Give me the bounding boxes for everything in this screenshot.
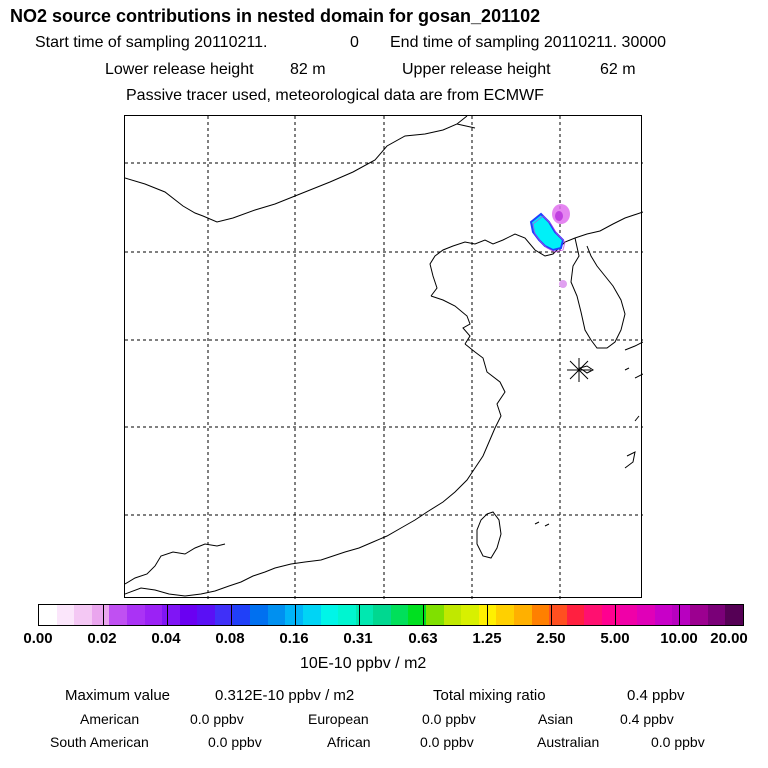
colorbar-segment-13 <box>267 605 286 625</box>
colorbar-segment-5 <box>126 605 145 625</box>
colorbar-tick-8 <box>551 605 552 625</box>
start-time-label: Start time of sampling 20110211. <box>35 34 268 51</box>
colorbar-label-11: 20.00 <box>710 630 748 647</box>
colorbar-segment-39 <box>725 605 743 625</box>
colorbar-segment-1 <box>56 605 75 625</box>
colorbar-segment-34 <box>637 605 655 625</box>
region-name-australian: Australian <box>537 734 600 750</box>
colorbar-segment-30 <box>566 605 585 625</box>
region-value-south-american: 0.0 ppbv <box>208 734 262 750</box>
colorbar-segment-38 <box>707 605 726 625</box>
colorbar-tick-2 <box>167 605 168 625</box>
colorbar-segment-7 <box>162 605 180 625</box>
upper-release-value: 62 m <box>600 61 636 78</box>
colorbar-label-7: 1.25 <box>472 630 502 647</box>
colorbar <box>38 604 744 626</box>
colorbar-segment-27 <box>514 605 532 625</box>
colorbar-label-2: 0.04 <box>151 630 181 647</box>
plot-title: NO2 source contributions in nested domai… <box>10 6 541 26</box>
lower-release-label: Lower release height <box>105 61 254 78</box>
colorbar-segment-4 <box>109 605 127 625</box>
receptor-marker <box>567 358 591 382</box>
map-panel <box>124 115 643 599</box>
colorbar-segment-2 <box>74 605 92 625</box>
colorbar-segment-24 <box>461 605 479 625</box>
region-value-australian: 0.0 ppbv <box>651 734 705 750</box>
region-name-south-american: South American <box>50 734 149 750</box>
colorbar-segment-29 <box>549 605 567 625</box>
total-mixing-label: Total mixing ratio <box>433 687 546 704</box>
region-name-european: European <box>308 711 369 727</box>
colorbar-label-1: 0.02 <box>87 630 117 647</box>
max-value-label: Maximum value <box>65 687 171 704</box>
region-name-african: African <box>327 734 371 750</box>
max-value: 0.312E-10 ppbv / m2 <box>215 687 355 704</box>
colorbar-segment-12 <box>250 605 268 625</box>
colorbar-label-9: 5.00 <box>600 630 630 647</box>
colorbar-units: 10E-10 ppbv / m2 <box>300 655 427 672</box>
colorbar-label-10: 10.00 <box>660 630 698 647</box>
upper-release-label: Upper release height <box>402 61 551 78</box>
tracer-note: Passive tracer used, meteorological data… <box>126 87 544 104</box>
colorbar-label-6: 0.63 <box>408 630 438 647</box>
colorbar-segment-31 <box>584 605 602 625</box>
region-value-african: 0.0 ppbv <box>420 734 474 750</box>
start-time-hour: 0 <box>350 34 359 51</box>
colorbar-tick-10 <box>679 605 680 625</box>
colorbar-segment-15 <box>302 605 321 625</box>
colorbar-label-5: 0.31 <box>343 630 373 647</box>
colorbar-segment-20 <box>390 605 409 625</box>
colorbar-segment-33 <box>619 605 638 625</box>
colorbar-segment-18 <box>355 605 374 625</box>
colorbar-segment-26 <box>496 605 515 625</box>
total-mixing-value: 0.4 ppbv <box>627 687 685 704</box>
colorbar-label-4: 0.16 <box>279 630 309 647</box>
colorbar-segment-28 <box>531 605 550 625</box>
colorbar-segment-21 <box>408 605 427 625</box>
colorbar-segment-8 <box>179 605 198 625</box>
no2-plume <box>529 204 570 288</box>
end-time-label: End time of sampling 20110211. 30000 <box>390 34 667 51</box>
region-value-american: 0.0 ppbv <box>190 711 244 727</box>
colorbar-segment-22 <box>426 605 444 625</box>
colorbar-segment-17 <box>338 605 356 625</box>
colorbar-tick-1 <box>103 605 104 625</box>
region-name-american: American <box>80 711 140 727</box>
colorbar-segment-19 <box>373 605 391 625</box>
region-value-asian: 0.4 ppbv <box>620 711 674 727</box>
map-canvas <box>125 116 643 599</box>
colorbar-segment-0 <box>39 605 57 625</box>
colorbar-segment-3 <box>91 605 110 625</box>
colorbar-segment-35 <box>654 605 673 625</box>
colorbar-segment-6 <box>144 605 163 625</box>
colorbar-segment-37 <box>689 605 708 625</box>
lower-release-value: 82 m <box>290 61 326 78</box>
colorbar-segment-11 <box>232 605 251 625</box>
coastlines <box>125 116 643 597</box>
colorbar-segment-32 <box>602 605 620 625</box>
colorbar-label-8: 2.50 <box>536 630 566 647</box>
colorbar-tick-6 <box>423 605 424 625</box>
colorbar-tick-4 <box>295 605 296 625</box>
colorbar-segment-9 <box>197 605 215 625</box>
lat-lon-grid <box>125 116 643 599</box>
colorbar-segment-36 <box>672 605 690 625</box>
colorbar-tick-9 <box>615 605 616 625</box>
colorbar-segment-14 <box>285 605 303 625</box>
region-value-european: 0.0 ppbv <box>422 711 476 727</box>
colorbar-label-0: 0.00 <box>23 630 53 647</box>
colorbar-segment-10 <box>214 605 233 625</box>
colorbar-label-3: 0.08 <box>215 630 245 647</box>
colorbar-segment-16 <box>320 605 339 625</box>
colorbar-segment-23 <box>443 605 462 625</box>
region-name-asian: Asian <box>538 711 574 727</box>
colorbar-tick-3 <box>231 605 232 625</box>
colorbar-tick-7 <box>487 605 488 625</box>
colorbar-tick-5 <box>359 605 360 625</box>
